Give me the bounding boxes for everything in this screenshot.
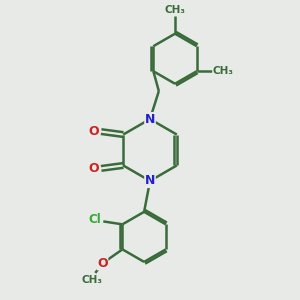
Text: O: O: [88, 125, 99, 138]
Text: Cl: Cl: [89, 213, 101, 226]
Text: N: N: [145, 174, 155, 188]
Text: O: O: [88, 162, 99, 175]
Text: CH₃: CH₃: [213, 66, 234, 76]
Text: CH₃: CH₃: [164, 4, 185, 14]
Text: CH₃: CH₃: [82, 275, 103, 285]
Text: N: N: [145, 112, 155, 126]
Text: O: O: [97, 257, 108, 270]
